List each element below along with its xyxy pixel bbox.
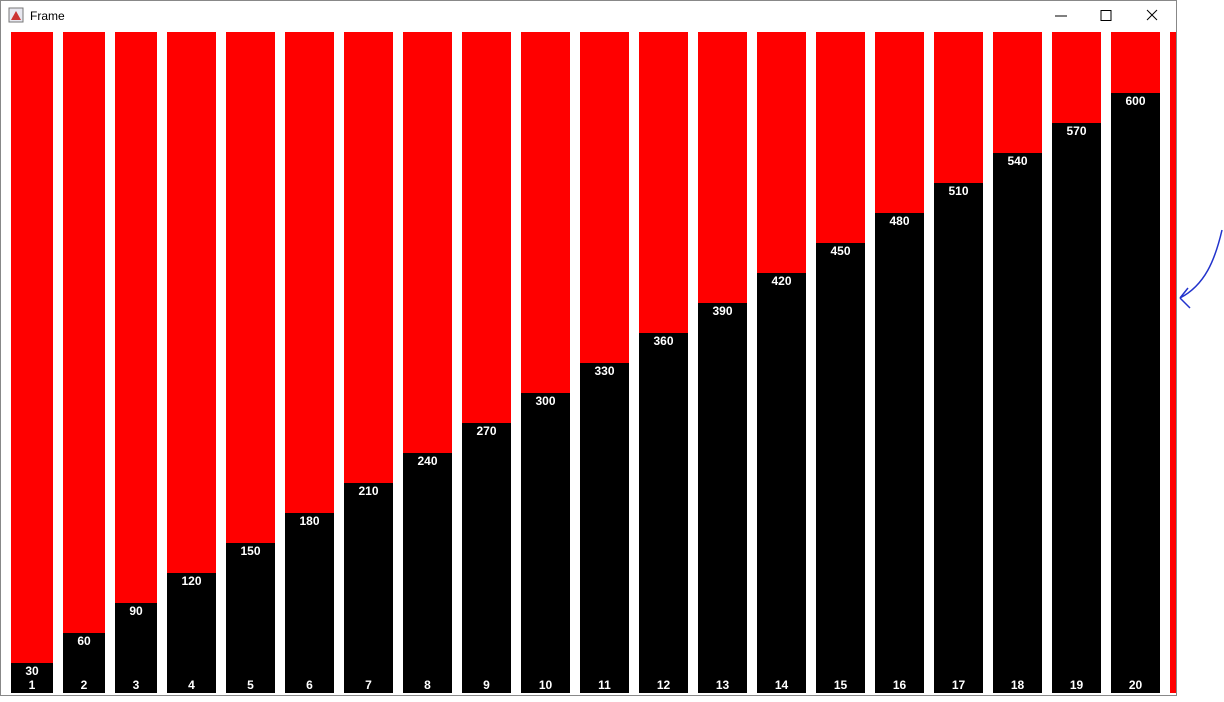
category-label: 18 (1011, 678, 1025, 692)
value-label: 540 (1007, 154, 1027, 168)
bar (462, 423, 511, 693)
value-label: 270 (476, 424, 496, 438)
bar (816, 243, 865, 693)
bar (115, 603, 157, 693)
category-label: 11 (598, 678, 611, 692)
value-label: 420 (771, 274, 791, 288)
category-label: 4 (188, 678, 195, 692)
value-label: 240 (417, 454, 437, 468)
bar (344, 483, 393, 693)
category-label: 6 (306, 678, 313, 692)
value-label: 60 (77, 634, 91, 648)
category-label: 3 (133, 678, 140, 692)
value-label: 120 (181, 574, 201, 588)
category-label: 19 (1070, 678, 1084, 692)
value-label: 450 (830, 244, 850, 258)
bar (403, 453, 452, 693)
close-button[interactable] (1146, 9, 1158, 21)
bar (285, 513, 334, 693)
bar-background (115, 32, 157, 693)
value-label: 600 (1125, 94, 1145, 108)
category-label: 7 (365, 678, 372, 692)
bar (698, 303, 747, 693)
value-label: 180 (299, 514, 319, 528)
bar (226, 543, 275, 693)
category-label: 14 (775, 678, 789, 692)
value-label: 300 (535, 394, 555, 408)
bar (934, 183, 983, 693)
category-label: 5 (247, 678, 254, 692)
bar-background (63, 32, 105, 693)
value-label: 360 (653, 334, 673, 348)
value-label: 330 (594, 364, 614, 378)
bar (757, 273, 806, 693)
category-label: 17 (952, 678, 966, 692)
bar-background (11, 32, 53, 693)
bar (1052, 123, 1101, 693)
bar (521, 393, 570, 693)
bar (11, 663, 53, 693)
maximize-button[interactable] (1100, 10, 1112, 21)
bar (1111, 93, 1160, 693)
category-label: 13 (716, 678, 730, 692)
value-label: 150 (240, 544, 260, 558)
bar (63, 633, 105, 693)
bar (580, 363, 629, 693)
category-label: 12 (657, 678, 671, 692)
category-label: 20 (1129, 678, 1143, 692)
value-label: 570 (1066, 124, 1086, 138)
value-label: 390 (712, 304, 732, 318)
edge-strip (1170, 32, 1176, 693)
bar-chart: 301 60 2 90 3 120 4 150 5 180 6 210 7 240 8 270 9 300 10 33… (11, 32, 1160, 693)
bar (875, 213, 924, 693)
value-label: 510 (948, 184, 968, 198)
category-label: 16 (893, 678, 907, 692)
value-label: 30 (25, 664, 39, 678)
value-label: 90 (129, 604, 143, 618)
category-label: 15 (834, 678, 848, 692)
category-label: 2 (81, 678, 88, 692)
category-label: 9 (483, 678, 490, 692)
bar (993, 153, 1042, 693)
category-label: 10 (539, 678, 553, 692)
app-icon-glyph (11, 11, 21, 20)
arrow-annotation (1179, 229, 1223, 309)
category-label: 8 (424, 678, 431, 692)
value-label: 480 (889, 214, 909, 228)
value-label: 210 (358, 484, 378, 498)
bar (167, 573, 216, 693)
window-title: Frame (30, 9, 65, 23)
bar (639, 333, 688, 693)
category-label: 1 (29, 678, 36, 692)
